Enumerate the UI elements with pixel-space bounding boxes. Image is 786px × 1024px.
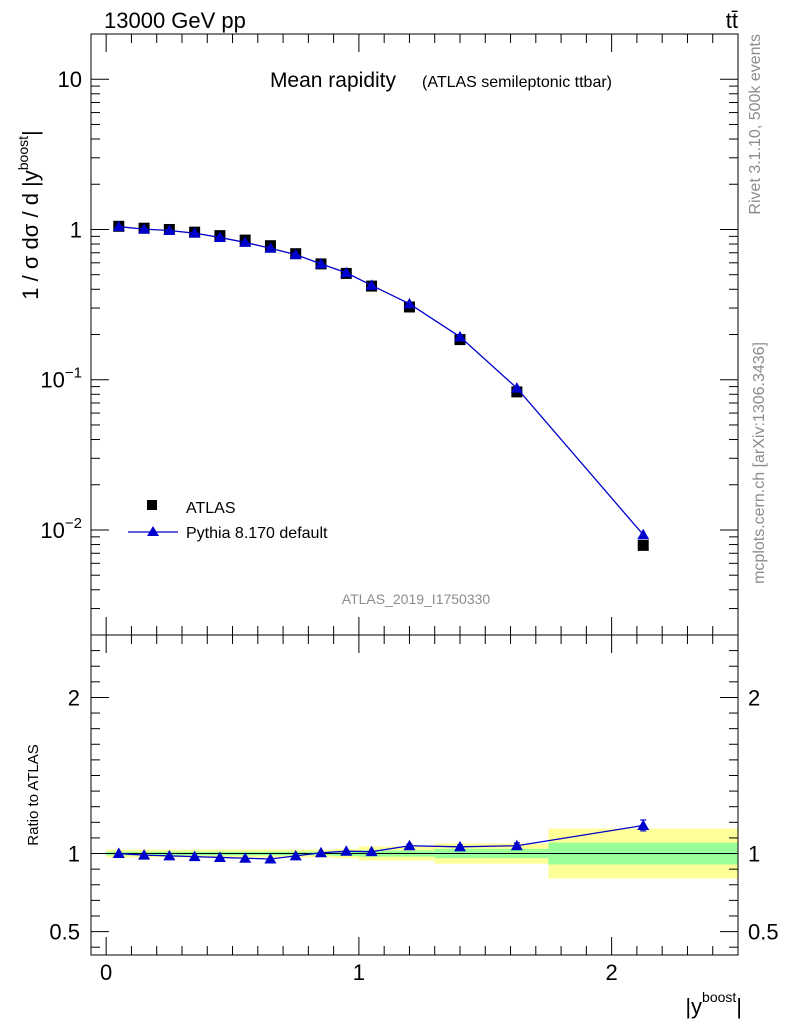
analysis-watermark: ATLAS_2019_I1750330 <box>342 591 491 607</box>
main-ylabel-tail: | <box>18 130 43 136</box>
pythia-point <box>163 224 176 235</box>
main-ytick-label: 10−2 <box>40 515 82 543</box>
pythia-point <box>314 257 327 269</box>
side-text-mcplots: mcplots.cern.ch [arXiv:1306.3436] <box>751 342 768 584</box>
ratio-ytick-label-left: 1 <box>68 842 80 867</box>
ratio-point <box>138 849 151 860</box>
ratio-point <box>365 845 378 857</box>
main-ytick-label: 10 <box>58 67 82 92</box>
pythia-point <box>453 330 466 342</box>
pythia-point <box>112 220 125 232</box>
header-left: 13000 GeV pp <box>104 8 246 33</box>
pythia-point <box>138 223 151 234</box>
ratio-ytick-label-left: 0.5 <box>49 920 80 945</box>
pythia-point <box>340 266 353 278</box>
atlas-point <box>637 539 649 551</box>
ratio-point <box>163 849 176 861</box>
ratio-point <box>239 852 252 863</box>
chart-subtitle: (ATLAS semileptonic ttbar) <box>422 74 612 91</box>
pythia-point <box>264 242 277 253</box>
ratio-point <box>510 839 523 851</box>
ratio-point <box>637 819 650 830</box>
pythia-point <box>239 236 252 247</box>
ratio-point <box>453 840 466 852</box>
main-marks <box>112 220 650 551</box>
legend-marker-pythia <box>147 526 159 536</box>
ratio-point <box>403 839 416 851</box>
ratio-point <box>112 847 125 859</box>
main-ylabel: 1 / σ dσ / d |yboost| <box>15 130 43 299</box>
pythia-line <box>118 225 644 536</box>
side-text-rivet: Rivet 3.1.10, 500k events <box>747 34 764 215</box>
ratio-axis-ticks: 0.5 0.5 1 1 2 2 0 1 2 <box>49 635 779 985</box>
xlabel-tail: | <box>736 994 742 1019</box>
xlabel: |yboost| <box>685 989 742 1019</box>
ratio-panel: 0.5 0.5 1 1 2 2 0 1 2 Ratio to ATLAS |yboost| <box>25 634 779 1019</box>
main-axis-ticks: 10 1 10−1 10−2 <box>40 33 739 636</box>
ratio-point <box>314 846 327 858</box>
ratio-point <box>264 853 277 864</box>
main-ytick-label: 1 <box>70 217 82 242</box>
ratio-frame <box>90 634 739 956</box>
ratio-point <box>213 851 226 862</box>
legend-label-pythia: Pythia 8.170 default <box>186 525 328 542</box>
chart-title: Mean rapidity <box>270 69 397 92</box>
pythia-point <box>403 297 416 309</box>
xtick-label: 2 <box>606 960 618 985</box>
pythia-point <box>289 248 302 260</box>
svg-text:1 / σ dσ / d |yboost|: 1 / σ dσ / d |yboost| <box>15 130 43 299</box>
pythia-point <box>365 279 378 290</box>
xlabel-text: |y <box>685 994 702 1019</box>
main-ytick-label: 10−1 <box>40 365 82 393</box>
xtick-label: 1 <box>353 960 365 985</box>
legend-label-atlas: ATLAS <box>186 500 236 517</box>
ratio-marks <box>112 819 650 864</box>
pythia-point <box>637 528 650 540</box>
ratio-bands <box>106 828 738 879</box>
ratio-point <box>340 845 353 856</box>
ratio-point <box>188 850 201 862</box>
ratio-ytick-label-right: 2 <box>748 685 760 710</box>
ratio-ylabel: Ratio to ATLAS <box>25 744 42 845</box>
main-panel: 10 1 10−1 10−2 Mean rapidity (ATLAS semilep… <box>15 33 739 636</box>
xtick-label: 0 <box>100 960 112 985</box>
xlabel-sup: boost <box>702 989 736 1005</box>
pythia-point <box>213 231 226 242</box>
ratio-point <box>289 849 302 861</box>
main-ylabel-text: 1 / σ dσ / d |y <box>18 170 43 299</box>
ratio-ytick-label-right: 1 <box>748 842 760 867</box>
header-right: tt̄ <box>726 8 738 33</box>
legend-marker-atlas <box>147 500 157 510</box>
ratio-ytick-label-left: 2 <box>68 685 80 710</box>
main-ylabel-sup: boost <box>15 136 31 170</box>
ratio-ytick-label-right: 0.5 <box>748 920 779 945</box>
legend: ATLAS Pythia 8.170 default <box>128 500 328 542</box>
pythia-point <box>188 227 201 238</box>
pythia-point <box>510 382 523 393</box>
